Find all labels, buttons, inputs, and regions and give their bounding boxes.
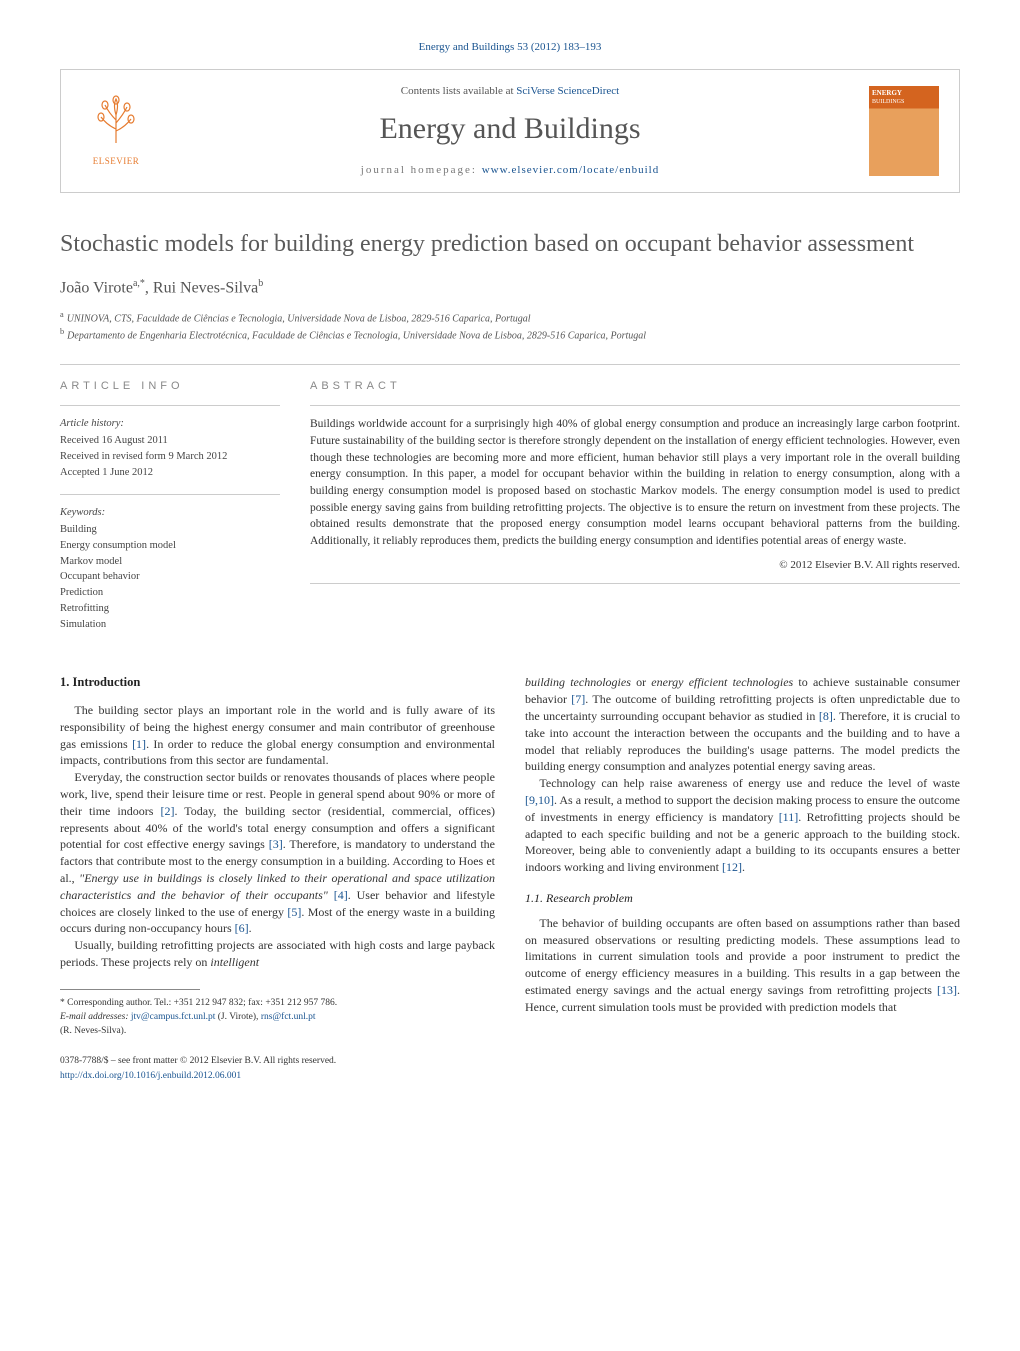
history-received: Received 16 August 2011: [60, 433, 280, 449]
ref-910[interactable]: [9,10]: [525, 793, 554, 807]
abstract-rule-bottom: [310, 583, 960, 584]
corresponding-author: * Corresponding author. Tel.: +351 212 9…: [60, 996, 495, 1010]
keywords-block: Keywords: Building Energy consumption mo…: [60, 505, 280, 632]
doi-link[interactable]: http://dx.doi.org/10.1016/j.enbuild.2012…: [60, 1071, 241, 1081]
ref-5[interactable]: [5]: [287, 905, 301, 919]
ref-8[interactable]: [8]: [819, 709, 833, 723]
contents-line: Contents lists available at SciVerse Sci…: [171, 84, 849, 99]
contents-prefix: Contents lists available at: [401, 85, 516, 97]
ref-7[interactable]: [7]: [571, 692, 585, 706]
section-1-1-head: 1.1. Research problem: [525, 890, 960, 907]
ref-6[interactable]: [6]: [235, 921, 249, 935]
article-info-label: ARTICLE INFO: [60, 379, 280, 394]
abstract-rule-top: [310, 405, 960, 406]
elsevier-wordmark: ELSEVIER: [93, 155, 140, 167]
citation-link[interactable]: Energy and Buildings 53 (2012) 183–193: [419, 41, 602, 53]
email-1-who: (J. Virote),: [215, 1012, 260, 1022]
header-center: Contents lists available at SciVerse Sci…: [171, 84, 849, 178]
issn-line: 0378-7788/$ – see front matter © 2012 El…: [60, 1054, 495, 1068]
keyword-2: Markov model: [60, 554, 280, 570]
section-1-head: 1. Introduction: [60, 674, 495, 692]
email-label: E-mail addresses:: [60, 1012, 129, 1022]
history-accepted: Accepted 1 June 2012: [60, 465, 280, 481]
keyword-5: Retrofitting: [60, 601, 280, 617]
intro-p1: The building sector plays an important r…: [60, 702, 495, 769]
sciencedirect-link[interactable]: SciVerse ScienceDirect: [516, 85, 619, 97]
p4b: or: [631, 675, 651, 689]
affiliation-a: UNINOVA, CTS, Faculdade de Ciências e Te…: [67, 313, 531, 324]
article-title: Stochastic models for building energy pr…: [60, 229, 960, 259]
email-1[interactable]: jtv@campus.fct.unl.pt: [131, 1012, 215, 1022]
ref-13[interactable]: [13]: [937, 983, 957, 997]
history-revised: Received in revised form 9 March 2012: [60, 449, 280, 465]
article-history: Article history: Received 16 August 2011…: [60, 416, 280, 480]
keyword-0: Building: [60, 522, 280, 538]
info-abstract-row: ARTICLE INFO Article history: Received 1…: [60, 364, 960, 647]
elsevier-logo: ELSEVIER: [81, 91, 151, 171]
intro-p3: Usually, building retrofitting projects …: [60, 937, 495, 971]
keyword-3: Occupant behavior: [60, 569, 280, 585]
intro-p4: building technologies or energy efficien…: [525, 674, 960, 775]
footnotes: * Corresponding author. Tel.: +351 212 9…: [60, 996, 495, 1039]
p4a: building technologies: [525, 675, 631, 689]
journal-header: ELSEVIER Contents lists available at Sci…: [60, 69, 960, 193]
author-1-sup: a,*: [133, 278, 145, 289]
email-2-who: (R. Neves-Silva).: [60, 1024, 495, 1038]
author-2-sup: b: [258, 278, 263, 289]
bottom-meta: 0378-7788/$ – see front matter © 2012 El…: [60, 1054, 495, 1083]
intro-p2: Everyday, the construction sector builds…: [60, 769, 495, 937]
affiliation-b: Departamento de Engenharia Electrotécnic…: [67, 331, 646, 342]
footnote-rule: [60, 989, 200, 990]
homepage-line: journal homepage: www.elsevier.com/locat…: [171, 163, 849, 178]
abstract-column: ABSTRACT Buildings worldwide account for…: [310, 379, 960, 647]
citation-line: Energy and Buildings 53 (2012) 183–193: [60, 40, 960, 55]
affiliations: aUNINOVA, CTS, Faculdade de Ciências e T…: [60, 309, 960, 344]
keyword-1: Energy consumption model: [60, 538, 280, 554]
ref-12[interactable]: [12]: [722, 860, 742, 874]
cover-title: ENERGY: [872, 89, 936, 98]
author-1: João Virote: [60, 279, 133, 296]
ref-2[interactable]: [2]: [160, 804, 174, 818]
homepage-prefix: journal homepage:: [361, 164, 482, 176]
elsevier-tree-icon: [91, 95, 141, 153]
p4c: energy efficient technologies: [651, 675, 793, 689]
homepage-link[interactable]: www.elsevier.com/locate/enbuild: [482, 164, 660, 176]
journal-name: Energy and Buildings: [171, 109, 849, 150]
abstract-text: Buildings worldwide account for a surpri…: [310, 416, 960, 549]
cover-subtitle: BUILDINGS: [872, 98, 936, 106]
p6: The behavior of building occupants are o…: [525, 915, 960, 1016]
info-rule-2: [60, 494, 280, 495]
ref-3[interactable]: [3]: [269, 837, 283, 851]
history-head: Article history:: [60, 416, 280, 432]
info-rule-1: [60, 405, 280, 406]
article-info-column: ARTICLE INFO Article history: Received 1…: [60, 379, 280, 647]
author-2: Rui Neves-Silva: [153, 279, 258, 296]
journal-cover-thumb: ENERGY BUILDINGS: [869, 86, 939, 176]
ref-1[interactable]: [1]: [132, 737, 146, 751]
abstract-label: ABSTRACT: [310, 379, 960, 394]
ref-4[interactable]: [4]: [334, 888, 348, 902]
ref-11[interactable]: [11]: [779, 810, 799, 824]
author-list: João Virotea,*, Rui Neves-Silvab: [60, 277, 960, 299]
abstract-copyright: © 2012 Elsevier B.V. All rights reserved…: [310, 558, 960, 573]
keywords-head: Keywords:: [60, 505, 280, 521]
body-text: 1. Introduction The building sector play…: [60, 674, 960, 1083]
keyword-6: Simulation: [60, 617, 280, 633]
keyword-4: Prediction: [60, 585, 280, 601]
hoes-quote: "Energy use in buildings is closely link…: [60, 871, 495, 902]
email-2[interactable]: rns@fct.unl.pt: [261, 1012, 316, 1022]
intro-p5: Technology can help raise awareness of e…: [525, 775, 960, 876]
